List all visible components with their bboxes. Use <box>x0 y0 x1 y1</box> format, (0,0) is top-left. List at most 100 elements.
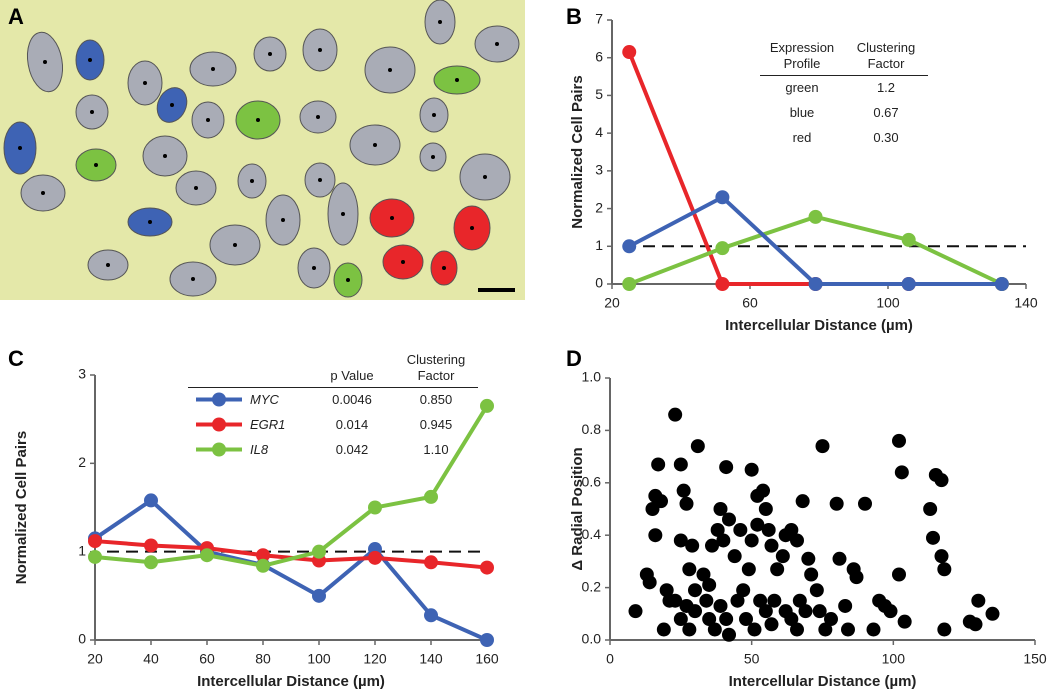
point <box>934 473 949 488</box>
point <box>733 522 748 537</box>
y-tick-label: 3 <box>595 162 603 178</box>
point <box>901 232 916 247</box>
legend-label: MYC <box>250 392 279 408</box>
table-row: IL8 0.042 1.10 <box>188 437 478 462</box>
point <box>716 533 731 548</box>
y-tick-label: 0.2 <box>582 578 602 594</box>
point <box>696 567 711 582</box>
x-tick-label: 100 <box>882 651 906 667</box>
point <box>866 622 881 637</box>
table-row: MYC 0.0046 0.850 <box>188 387 478 412</box>
table-cell: 0.67 <box>873 105 899 120</box>
point <box>719 460 734 475</box>
point <box>656 622 671 637</box>
panel-label: D <box>566 346 582 371</box>
point <box>808 209 823 224</box>
point <box>761 522 776 537</box>
table-cell: red <box>792 130 812 145</box>
table-header-cell: Clustering Factor <box>394 350 478 388</box>
x-axis-label: Intercellular Distance (µm) <box>725 317 913 334</box>
point <box>688 583 702 598</box>
point <box>739 612 753 627</box>
point <box>795 494 810 509</box>
series-line <box>94 404 489 568</box>
legend-swatch <box>212 417 226 432</box>
point <box>713 598 728 613</box>
table-header-cell: p Value <box>310 350 394 388</box>
y-tick-label: 1 <box>78 542 86 558</box>
y-axis-label: Normalized Cell Pairs <box>13 431 30 584</box>
point <box>829 496 844 511</box>
point <box>699 593 714 608</box>
table-cell: 0.014 <box>335 417 369 432</box>
x-tick-label: 160 <box>475 651 499 667</box>
y-tick-label: 1.0 <box>582 369 602 385</box>
series-line <box>628 214 1003 286</box>
x-tick-label: 50 <box>744 651 760 667</box>
x-tick-label: 0 <box>606 651 614 667</box>
point <box>858 496 872 511</box>
point <box>642 575 657 590</box>
point <box>838 598 853 613</box>
y-tick-label: 0.8 <box>582 421 602 437</box>
point <box>841 622 855 637</box>
point <box>651 457 666 472</box>
series-line <box>93 497 488 642</box>
point <box>312 544 326 559</box>
point <box>707 622 722 637</box>
table-cell: 0.945 <box>419 417 453 432</box>
y-tick-label: 3 <box>78 366 86 382</box>
x-axis-label: Intercellular Distance (µm) <box>729 673 917 690</box>
point <box>730 593 745 608</box>
point <box>883 604 898 619</box>
data-table: p Value Clustering Factor MYC 0.0046 0.850 EG… <box>188 350 478 462</box>
point <box>673 457 688 472</box>
point <box>710 522 725 537</box>
x-axis-label: Intercellular Distance (µm) <box>197 673 385 690</box>
point <box>784 612 799 627</box>
point <box>792 593 807 608</box>
point <box>715 241 730 256</box>
point <box>722 512 736 527</box>
point <box>824 612 838 627</box>
point <box>801 551 816 566</box>
x-tick-label: 60 <box>199 651 215 667</box>
point <box>798 604 813 619</box>
point <box>894 465 909 480</box>
point <box>682 562 697 577</box>
point <box>756 483 770 498</box>
legend-swatch <box>212 392 226 407</box>
point <box>676 483 691 498</box>
table-row: EGR1 0.014 0.945 <box>188 412 478 437</box>
y-tick-label: 0 <box>595 275 603 291</box>
point <box>994 277 1009 291</box>
table-cell: 1.2 <box>876 80 896 96</box>
data-table: Expression Profile Clustering Factor green… <box>760 38 928 150</box>
point <box>767 593 782 608</box>
table-header-cell: Clustering Factor <box>844 38 928 76</box>
point <box>622 239 637 254</box>
point <box>747 622 762 637</box>
table-cell: green <box>785 80 819 96</box>
y-tick-label: 4 <box>595 124 603 140</box>
panel-label: C <box>8 346 24 371</box>
point <box>892 433 906 448</box>
point <box>744 533 759 548</box>
table-cell: 0.0046 <box>332 392 372 408</box>
x-tick-label: 150 <box>1023 651 1047 667</box>
legend-label: IL8 <box>250 442 269 457</box>
point <box>688 604 702 619</box>
table-cell: 1.10 <box>423 442 449 457</box>
table-cell: 0.850 <box>419 392 453 408</box>
x-tick-label: 100 <box>307 651 331 667</box>
point <box>770 562 785 577</box>
point <box>937 622 952 637</box>
point <box>144 555 158 570</box>
point <box>971 593 986 608</box>
point <box>256 558 270 573</box>
point <box>682 622 697 637</box>
point <box>424 608 438 623</box>
point <box>804 567 819 582</box>
table-row: green 1.2 <box>760 75 928 100</box>
